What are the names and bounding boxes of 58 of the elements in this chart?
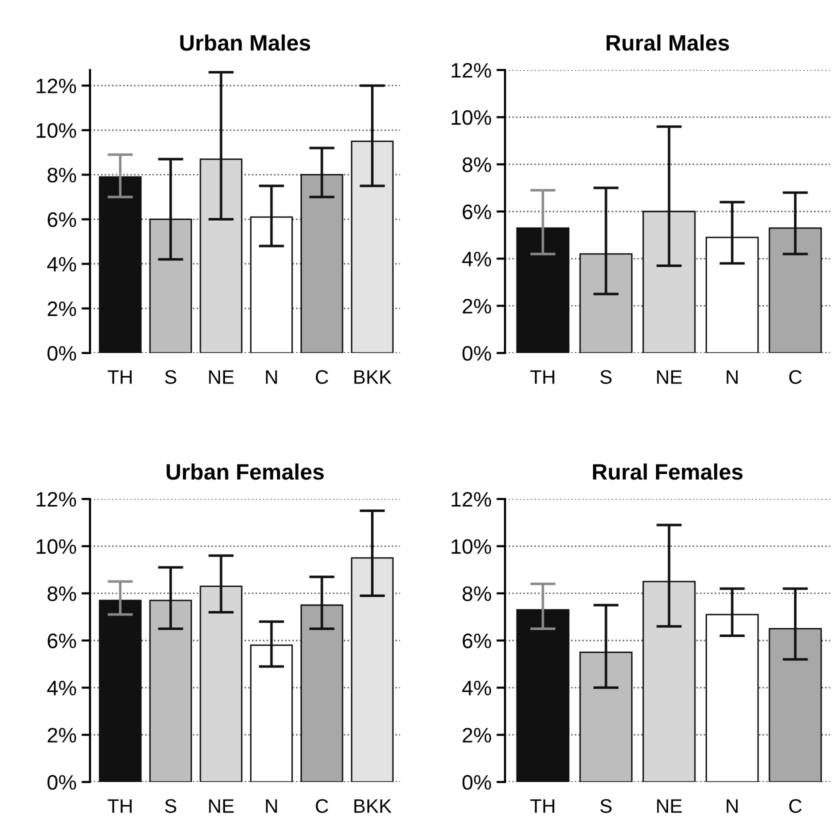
chart-title: Rural Males [606, 34, 729, 51]
x-tick-label: N [266, 799, 277, 813]
y-tick-label: 8% [48, 586, 76, 602]
y-tick-label: 10% [452, 110, 492, 125]
y-tick-label: 4% [47, 256, 76, 272]
y-tick-label: 0% [48, 346, 76, 361]
y-tick-label: 6% [462, 204, 492, 220]
x-tick-label: BKK [354, 370, 392, 384]
y-tick-label: 2% [48, 301, 76, 316]
y-tick-label: 10% [36, 539, 76, 554]
x-tick-label: BKK [354, 799, 392, 813]
y-tick-label: 6% [48, 634, 76, 648]
bar [98, 600, 142, 782]
y-tick-label: 4% [462, 680, 492, 696]
chart-title: Urban Females [166, 463, 324, 480]
x-tick-label: C [789, 370, 802, 384]
x-tick-label: N [266, 370, 277, 384]
bar [516, 609, 570, 782]
x-tick-label: NE [657, 370, 682, 384]
x-tick-label: N [726, 370, 738, 384]
y-tick-label: 12% [36, 492, 76, 507]
y-tick-label: 2% [462, 728, 492, 743]
x-tick-label: C [316, 799, 328, 813]
x-tick-label: TH [530, 370, 554, 384]
bar [98, 176, 142, 353]
x-tick-label: TH [108, 799, 132, 813]
y-tick-label: 4% [47, 680, 76, 696]
y-tick-label: 2% [48, 728, 76, 743]
y-tick-label: 8% [462, 586, 492, 602]
y-tick-label: 0% [462, 346, 492, 361]
y-tick-label: 4% [462, 252, 492, 266]
y-tick-label: 0% [462, 775, 492, 790]
y-tick-label: 8% [462, 157, 492, 172]
x-tick-label: N [726, 799, 738, 813]
x-tick-label: NE [209, 370, 234, 384]
x-tick-label: TH [108, 370, 132, 384]
y-tick-label: 0% [48, 775, 76, 790]
x-tick-label: S [600, 799, 612, 813]
chart-title: Urban Males [180, 34, 310, 51]
y-tick-label: 10% [36, 123, 76, 138]
y-tick-label: 2% [462, 298, 492, 314]
x-tick-label: S [165, 799, 176, 813]
x-tick-label: C [789, 799, 802, 813]
x-tick-label: S [165, 370, 176, 384]
y-tick-label: 12% [452, 492, 492, 507]
y-tick-label: 6% [48, 212, 76, 228]
chart-title: Rural Females [593, 463, 743, 480]
x-tick-label: NE [657, 799, 682, 813]
bar [516, 227, 570, 353]
y-tick-label: 8% [48, 168, 76, 182]
y-tick-label: 6% [462, 634, 492, 648]
y-tick-label: 12% [452, 63, 492, 78]
x-tick-label: NE [209, 799, 234, 813]
x-tick-label: S [600, 370, 612, 384]
x-tick-label: TH [530, 799, 554, 813]
x-tick-label: C [316, 370, 328, 384]
y-tick-label: 10% [452, 539, 492, 554]
y-tick-label: 12% [36, 78, 76, 94]
